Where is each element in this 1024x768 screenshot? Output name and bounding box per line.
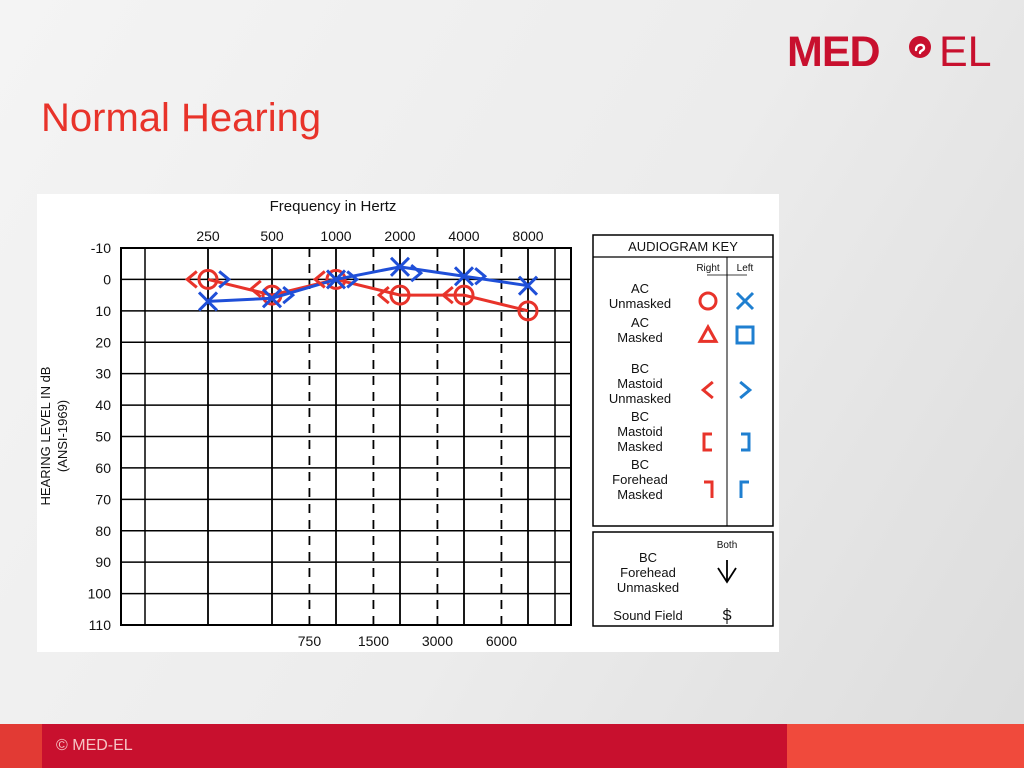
data-point: [325, 269, 347, 290]
key-symbol-left: [739, 480, 749, 498]
key-row-label: AC: [631, 315, 649, 330]
key-symbol-right: [698, 291, 718, 311]
x-bottom-tick-label: 3000: [422, 633, 453, 649]
data-point: [197, 268, 219, 290]
data-point: [474, 267, 488, 286]
y-tick-label: 80: [95, 523, 111, 539]
series-line: [207, 277, 529, 313]
y-tick-label: 100: [88, 586, 112, 602]
chart-title: Frequency in Hertz: [270, 198, 397, 215]
key-row-label: Masked: [617, 487, 663, 502]
y-tick-label: 40: [95, 397, 111, 413]
x-top-tick-label: 8000: [512, 228, 543, 244]
data-point: [197, 291, 219, 312]
audiogram-figure: -10 0 10 20 30 40 50 60 70 80 90 100 110 250 500 1000 20…: [37, 194, 779, 652]
data-point: [440, 285, 454, 305]
series-line: [207, 265, 529, 303]
logo-ear-icon: [909, 36, 931, 58]
key-symbol-right: [704, 480, 714, 498]
data-point: [325, 268, 347, 290]
data-point: [376, 285, 390, 305]
key-symbol-left: [735, 325, 755, 345]
key-row-label: Masked: [617, 439, 663, 454]
y-tick-label: 10: [95, 303, 111, 319]
logo-text-med: MED: [787, 28, 881, 76]
data-point: [517, 300, 539, 322]
data-point: [346, 270, 360, 289]
x-bottom-tick-label: 1500: [358, 633, 389, 649]
x-top-tick-label: 1000: [320, 228, 351, 244]
key-row-label: AC: [631, 281, 649, 296]
data-point: [184, 270, 198, 289]
key-symbol-left: [741, 432, 751, 452]
y-tick-label: 50: [95, 429, 111, 445]
key-row-label: Unmasked: [609, 391, 671, 406]
y-tick-label: 90: [95, 554, 111, 570]
y-axis-label: HEARING LEVEL IN dB: [38, 367, 53, 506]
logo-text-el: EL: [939, 28, 992, 76]
key-col-right: Right: [696, 263, 720, 274]
footer-main-band: © MED-EL: [0, 724, 787, 768]
data-point: [312, 270, 326, 289]
key-symbol-left: [739, 380, 753, 400]
key-both-box: [592, 531, 774, 627]
y-tick-label: -10: [91, 240, 111, 256]
key-both-label: Unmasked: [617, 580, 679, 595]
data-point: [282, 285, 296, 305]
footer-copyright: © MED-EL: [56, 737, 133, 754]
med-el-logo: MED EL: [787, 28, 997, 78]
y-tick-label: 0: [103, 271, 111, 287]
key-symbol-left: [735, 291, 755, 311]
data-point: [261, 288, 283, 309]
key-row-label: BC: [631, 457, 649, 472]
key-row-label: Mastoid: [617, 376, 663, 391]
key-row-label: BC: [631, 409, 649, 424]
data-point: [453, 266, 475, 287]
key-both-symbol: [717, 560, 737, 584]
x-bottom-tick-label: 750: [298, 633, 322, 649]
key-box: [592, 234, 774, 527]
key-symbol-right: [700, 380, 714, 400]
data-point: [218, 270, 232, 289]
y-tick-label: 110: [89, 617, 112, 633]
y-tick-label: 20: [95, 334, 111, 350]
page-title: Normal Hearing: [41, 96, 322, 140]
footer-accent: [0, 724, 42, 768]
key-symbol-right: [697, 323, 719, 343]
data-point: [453, 284, 475, 306]
data-point: [410, 263, 424, 283]
key-row-label: Forehead: [612, 472, 668, 487]
x-top-tick-label: 4000: [448, 228, 479, 244]
y-tick-label: 60: [95, 460, 111, 476]
x-top-tick-label: 500: [260, 228, 284, 244]
key-row-label: Mastoid: [617, 424, 663, 439]
x-top-tick-label: 250: [196, 228, 220, 244]
key-both-label: BC: [639, 550, 657, 565]
audiogram-chart: -10 0 10 20 30 40 50 60 70 80 90 100 110 250 500 1000 20…: [38, 198, 774, 649]
data-point: [389, 284, 411, 306]
data-point: [517, 275, 539, 296]
data-point: [248, 279, 262, 298]
key-title: AUDIOGRAM KEY: [628, 239, 738, 254]
key-both-title: Both: [717, 540, 738, 551]
key-symbol-right: [702, 432, 712, 452]
key-row-label: Masked: [617, 330, 663, 345]
y-axis-label-2: (ANSI-1969): [55, 400, 70, 472]
x-bottom-tick-label: 6000: [486, 633, 517, 649]
key-sound-field-label: Sound Field: [613, 608, 682, 623]
footer-bar: © MED-EL: [0, 724, 1024, 768]
key-both-label: Forehead: [620, 565, 676, 580]
y-tick-label: 30: [95, 366, 111, 382]
data-point: [389, 256, 411, 277]
x-top-tick-label: 2000: [384, 228, 415, 244]
key-row-label: BC: [631, 361, 649, 376]
key-row-label: Unmasked: [609, 296, 671, 311]
key-col-left: Left: [737, 263, 754, 274]
y-tick-label: 70: [95, 491, 111, 507]
